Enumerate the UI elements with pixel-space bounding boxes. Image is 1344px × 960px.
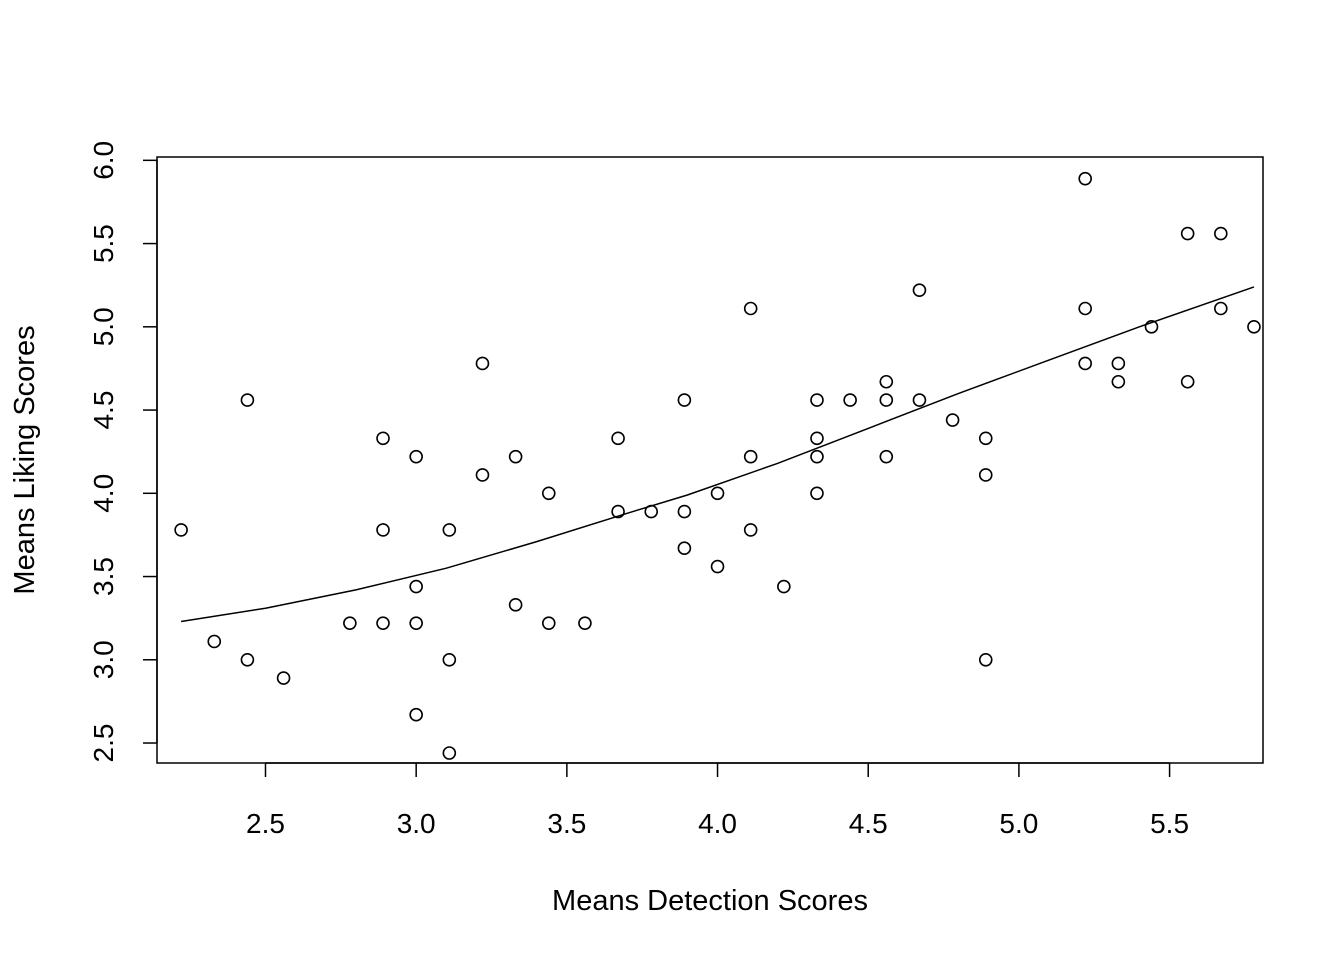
data-point	[541, 486, 556, 501]
x-axis: 2.5 3.0 3.5 4.0 4.5 5.0 5.5	[246, 762, 1189, 839]
data-point	[1247, 320, 1261, 334]
data-point	[611, 431, 625, 446]
data-point	[508, 449, 523, 464]
data-point	[1180, 374, 1195, 389]
data-point	[174, 523, 188, 537]
trend-line-group	[180, 286, 1255, 623]
data-point	[442, 652, 457, 667]
trend-line	[180, 286, 1255, 623]
y-axis-title: Means Liking Scores	[9, 325, 41, 594]
data-point	[810, 431, 824, 446]
data-point	[743, 301, 758, 316]
data-point	[945, 413, 960, 427]
data-point	[240, 652, 255, 667]
data-point	[978, 431, 993, 446]
data-point	[1214, 226, 1228, 241]
data-points	[174, 171, 1261, 760]
data-point	[1078, 356, 1092, 371]
x-tick-label: 2.5	[246, 808, 285, 839]
data-point	[810, 486, 824, 501]
x-axis-title: Means Detection Scores	[552, 885, 868, 917]
data-point	[376, 431, 390, 446]
data-point	[1078, 171, 1092, 186]
data-point	[743, 449, 758, 464]
data-point	[879, 393, 894, 407]
data-point	[442, 523, 457, 537]
data-point	[1111, 374, 1126, 389]
data-point	[1144, 320, 1159, 334]
data-point	[1180, 226, 1195, 241]
x-tick-label: 5.5	[1150, 808, 1189, 839]
y-tick-label: 5.5	[88, 224, 119, 263]
data-point	[644, 504, 659, 519]
data-point	[710, 486, 725, 501]
data-point	[475, 356, 490, 371]
plot-frame	[156, 156, 1264, 764]
data-point	[409, 707, 423, 722]
y-axis: 2.5 3.0 3.5 4.0 4.5 5.0 5.5 6.0	[88, 141, 158, 763]
data-point	[677, 393, 692, 407]
y-tick-label: 3.5	[88, 557, 119, 596]
data-point	[677, 504, 692, 519]
data-point	[1214, 301, 1228, 316]
data-point	[442, 746, 457, 760]
data-point	[810, 393, 824, 407]
data-point	[978, 652, 993, 667]
data-point	[912, 393, 927, 407]
data-point	[475, 468, 490, 482]
data-point	[912, 283, 927, 297]
data-point	[409, 449, 423, 464]
data-point	[409, 579, 423, 594]
y-tick-label: 4.5	[88, 391, 119, 430]
y-tick-label: 2.5	[88, 724, 119, 763]
y-tick-label: 4.0	[88, 474, 119, 513]
x-tick-label: 4.5	[849, 808, 888, 839]
data-point	[207, 634, 222, 649]
data-point	[409, 616, 423, 630]
data-point	[777, 579, 791, 594]
y-tick-label: 6.0	[88, 141, 119, 180]
x-tick-label: 5.0	[999, 808, 1038, 839]
y-tick-label: 5.0	[88, 307, 119, 346]
y-tick-label: 3.0	[88, 640, 119, 679]
data-point	[508, 598, 523, 612]
data-point	[611, 504, 625, 519]
data-point	[376, 523, 390, 537]
data-point	[843, 393, 857, 407]
data-point	[343, 616, 357, 630]
data-point	[1078, 301, 1092, 316]
data-point	[240, 393, 255, 407]
data-point	[978, 468, 993, 482]
x-tick-label: 4.0	[698, 808, 737, 839]
data-point	[810, 449, 824, 464]
data-point	[1111, 356, 1126, 371]
x-tick-label: 3.5	[547, 808, 586, 839]
data-point	[879, 449, 894, 464]
data-point	[276, 671, 291, 685]
data-point	[879, 374, 894, 389]
data-point	[710, 559, 725, 574]
data-point	[541, 616, 556, 630]
data-point	[376, 616, 390, 630]
data-point	[743, 523, 758, 537]
data-point	[677, 541, 692, 556]
data-point	[578, 616, 592, 630]
x-tick-label: 3.0	[397, 808, 436, 839]
